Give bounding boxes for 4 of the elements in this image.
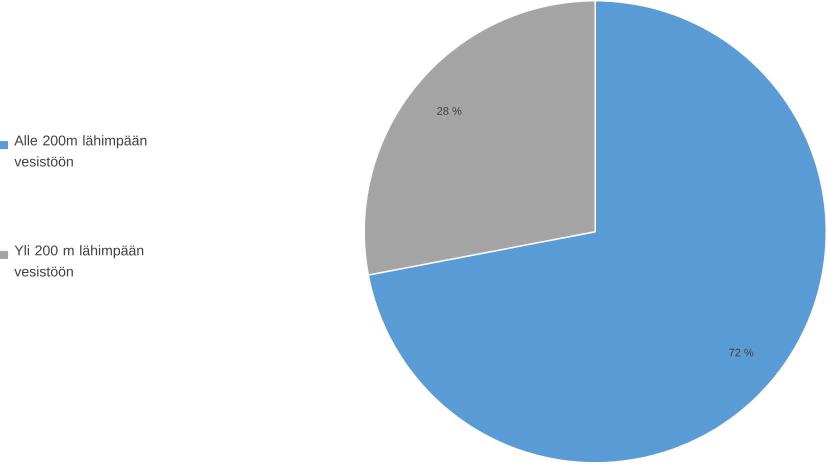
data-label: 72 % [729, 348, 754, 357]
legend-label: Alle 200m lähimpään vesistöön [14, 135, 146, 167]
legend-label: Yli 200 m lähimpään vesistöön [14, 245, 144, 277]
data-label: 28 % [437, 107, 462, 116]
